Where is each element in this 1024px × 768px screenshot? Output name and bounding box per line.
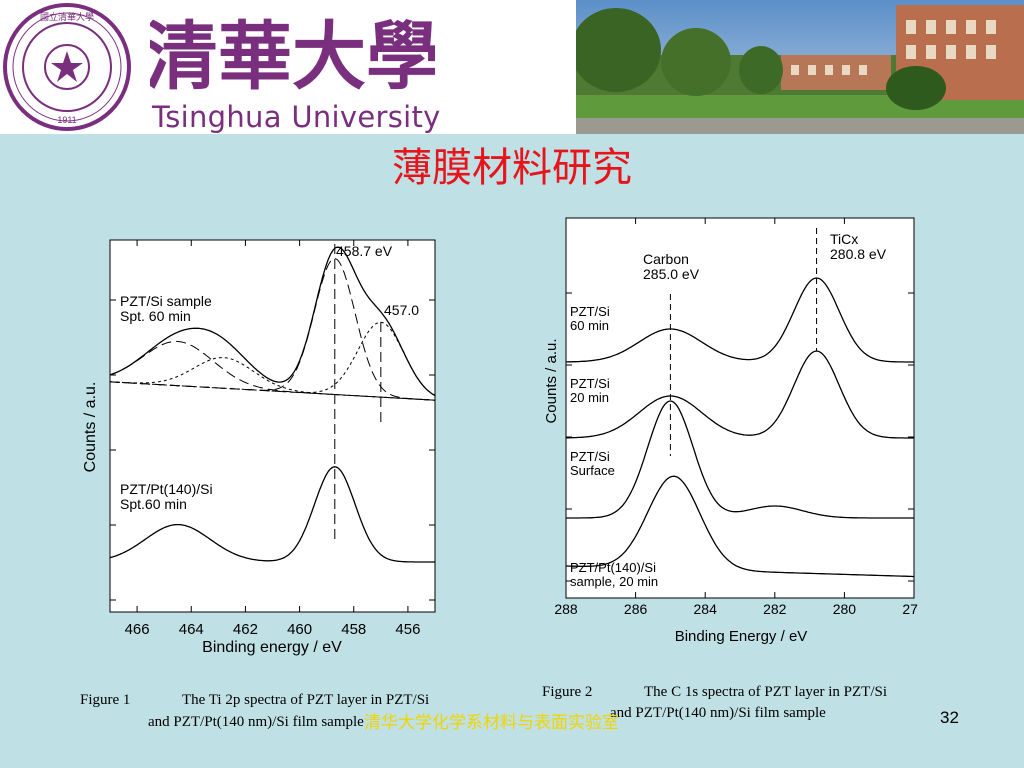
fig2-xtick-label: 286 xyxy=(624,601,648,617)
fig2-caption-label: Figure 2 xyxy=(542,684,593,700)
fig2-caption-line1: The C 1s spectra of PZT layer in PZT/Si xyxy=(644,684,888,700)
seal-year: 1911 xyxy=(57,115,76,125)
fig1-peak-markers xyxy=(334,244,382,544)
fig1-series-label-pztsi: PZT/Si sample Spt. 60 min xyxy=(120,293,212,324)
fig2-series-1 xyxy=(566,350,914,439)
fig2-xtick-label: 284 xyxy=(694,601,718,617)
fig2-curves xyxy=(566,277,914,578)
seal-text: 國立清華大學 xyxy=(40,11,94,22)
fig2-series-label-3: PZT/Pt(140)/Si sample, 20 min xyxy=(570,560,658,589)
fig2-series-labels: PZT/Si 60 min PZT/Si 20 min PZT/Si Surface PZT… xyxy=(570,304,658,589)
fig2-series-3 xyxy=(566,475,914,578)
fig1-caption-line2: and PZT/Pt(140 nm)/Si film sample xyxy=(148,714,364,730)
fig1-series-label-pztpt: PZT/Pt(140)/Si Spt.60 min xyxy=(120,481,213,512)
fig1-tick-labels: 466 464 462 460 458 456 xyxy=(125,621,421,638)
page-number: 32 xyxy=(940,708,959,727)
figure2-c1s-spectra-chart: 288 286 284 282 280 278 Binding Energy / eV C… xyxy=(543,217,918,645)
calligraphy-text: 清華大學 xyxy=(150,15,435,98)
fig2-caption-line2: and PZT/Pt(140 nm)/Si film sample xyxy=(610,705,826,721)
fig1-ticks xyxy=(110,240,435,612)
fig1-annotation-457: 457.0 xyxy=(384,302,419,318)
fig1-series-pztsi-total xyxy=(109,246,436,397)
fig1-annotation-458: 458.7 eV xyxy=(336,243,393,259)
fig2-series-2 xyxy=(566,400,914,519)
fig2-annotation-carbon: Carbon 285.0 eV xyxy=(643,251,700,282)
university-seal-logo: 1911 國立清華大學 xyxy=(3,3,131,131)
fig1-xtick-label: 464 xyxy=(179,621,204,638)
fig2-xlabel: Binding Energy / eV xyxy=(675,628,808,645)
fig1-caption-label: Figure 1 xyxy=(80,692,131,708)
fig2-series-0 xyxy=(566,277,914,363)
fig1-xtick-label: 466 xyxy=(125,621,150,638)
fig2-annotations: Carbon 285.0 eV TiCx 280.8 eV xyxy=(643,231,887,282)
fig1-caption-line1: The Ti 2p spectra of PZT layer in PZT/Si xyxy=(182,692,430,708)
fig2-annotation-tic: TiCx 280.8 eV xyxy=(830,231,887,262)
fig2-series-label-2: PZT/Si Surface xyxy=(570,449,615,478)
slide-title: 薄膜材料研究 xyxy=(392,145,632,191)
fig1-xtick-label: 462 xyxy=(233,621,258,638)
fig1-xlabel: Binding energy / eV xyxy=(202,639,342,656)
fig2-xtick-label: 282 xyxy=(763,601,787,617)
fig2-xtick-label: 278 xyxy=(902,601,918,617)
fig2-series-label-0: PZT/Si 60 min xyxy=(570,304,610,333)
fig2-series-label-1: PZT/Si 20 min xyxy=(570,376,610,405)
fig2-ylabel: Counts / a.u. xyxy=(543,338,560,423)
fig2-peak-markers xyxy=(669,228,818,456)
fig1-xtick-label: 456 xyxy=(395,621,420,638)
university-calligraphy-logo: 清華大學 xyxy=(150,15,435,98)
university-name: Tsinghua University xyxy=(152,100,441,134)
footer-lab-name: 清华大学化学系材料与表面实验室 xyxy=(364,713,619,733)
fig1-xtick-label: 460 xyxy=(287,621,312,638)
fig2-xtick-label: 288 xyxy=(554,601,578,617)
fig1-ylabel: Counts / a.u. xyxy=(82,382,99,473)
fig1-plot-frame xyxy=(109,239,436,613)
fig2-xtick-label: 280 xyxy=(833,601,857,617)
fig1-series-pztpt xyxy=(109,466,435,563)
fig1-xtick-label: 458 xyxy=(341,621,366,638)
fig2-ticks xyxy=(565,218,915,598)
fig1-series-labels: PZT/Si sample Spt. 60 min PZT/Pt(140)/Si Sp… xyxy=(120,293,213,512)
campus-photo xyxy=(576,0,1024,134)
fig2-plot-frame xyxy=(565,217,915,599)
fig2-tick-labels: 288 286 284 282 280 278 xyxy=(554,601,918,617)
figure1-ti2p-spectra-chart: 466 464 462 460 458 456 Binding energy / eV C… xyxy=(82,239,436,656)
